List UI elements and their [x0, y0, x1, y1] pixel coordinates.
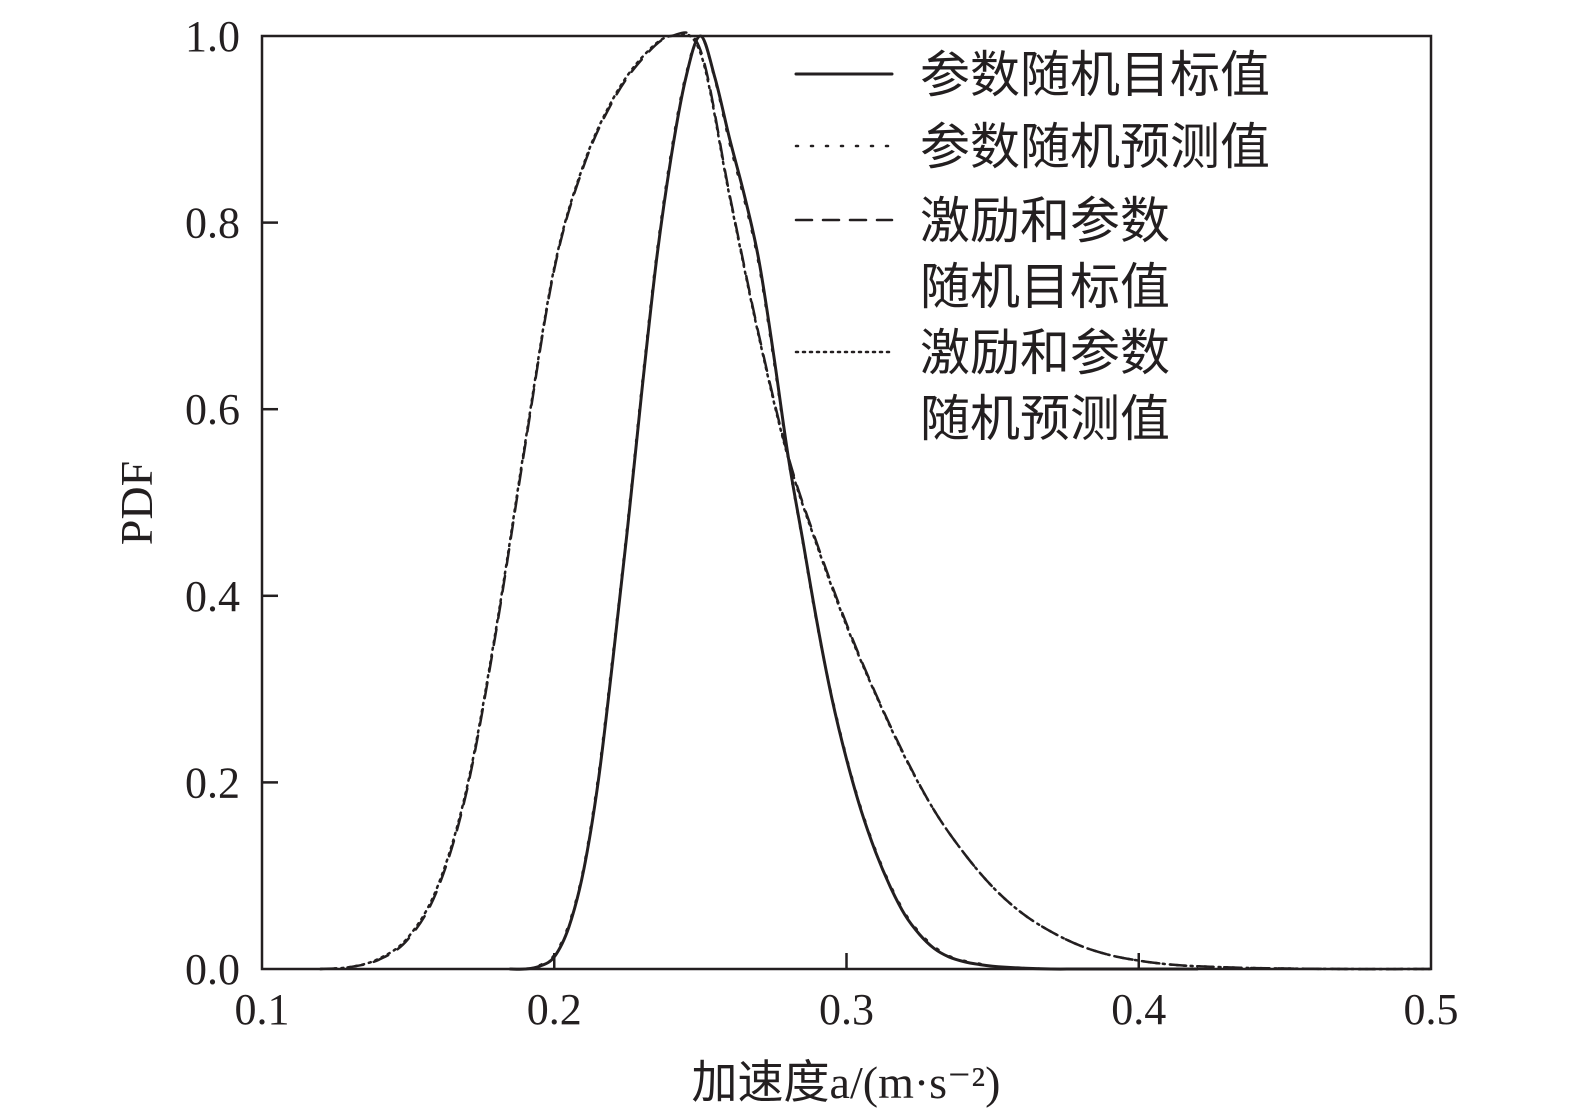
y-tick-label: 0.2 [185, 758, 240, 807]
legend-label-4: 激励和参数 [920, 324, 1170, 382]
y-tick-label: 1.0 [185, 12, 240, 61]
y-axis: 0.0 0.2 0.4 0.6 0.8 1.0 [185, 12, 278, 994]
legend-label-2: 参数随机预测值 [920, 118, 1270, 176]
x-tick-label: 0.5 [1404, 985, 1459, 1034]
y-tick-label: 0.8 [185, 199, 240, 248]
legend-label-1: 参数随机目标值 [920, 46, 1270, 104]
y-axis-label: PDF [111, 461, 162, 545]
legend-label-3: 随机目标值 [920, 258, 1170, 316]
x-tick-label: 0.3 [819, 985, 874, 1034]
x-tick-label: 0.2 [527, 985, 582, 1034]
legend-label-4: 随机预测值 [920, 390, 1170, 448]
x-axis-label: 加速度a/(m·s⁻²) [692, 1057, 1001, 1108]
y-tick-label: 0.6 [185, 385, 240, 434]
x-axis: 0.1 0.2 0.3 0.4 0.5 [235, 953, 1459, 1034]
x-tick-label: 0.1 [235, 985, 290, 1034]
series-curves [319, 31, 1433, 971]
y-tick-label: 0.0 [185, 945, 240, 994]
series-line-4 [319, 32, 1433, 971]
y-tick-label: 0.4 [185, 572, 240, 621]
legend-label-3: 激励和参数 [920, 192, 1170, 250]
x-tick-label: 0.4 [1111, 985, 1166, 1034]
series-line-2 [509, 34, 1199, 971]
